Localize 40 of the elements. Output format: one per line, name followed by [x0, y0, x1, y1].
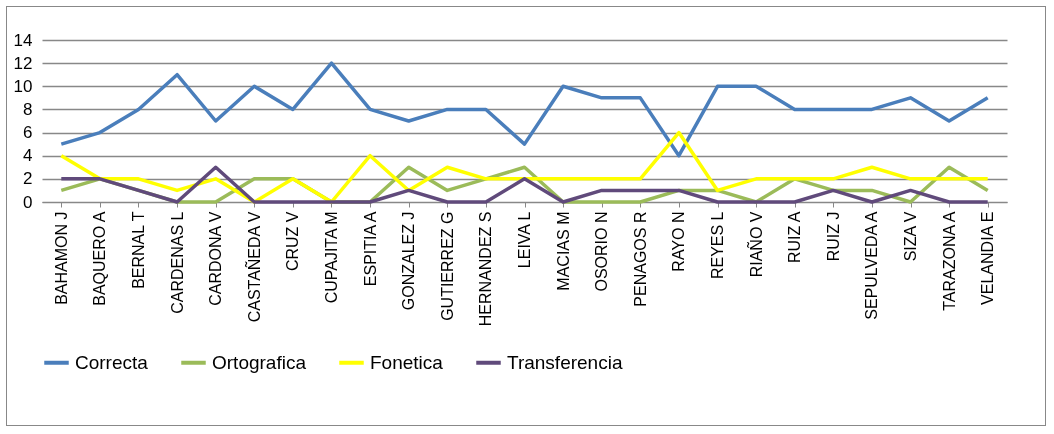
y-tick-label: 4	[23, 146, 33, 166]
line-series	[59, 61, 990, 158]
x-tick-label: CASTAÑEDA V	[243, 211, 263, 323]
x-tick-label: GUTIERREZ G	[438, 211, 456, 321]
y-tick-label: 14	[13, 30, 33, 50]
x-tick-label: RIAÑO V	[745, 211, 765, 278]
x-tick-label: RUIZ J	[824, 211, 842, 262]
x-tick-label: LEIVA L	[516, 211, 533, 269]
y-tick-label: 10	[13, 76, 33, 96]
x-tick-label: ESPITIA A	[361, 211, 379, 287]
x-tick-label: CARDENAS L	[168, 211, 186, 314]
x-tick-label: RUIZ A	[786, 211, 804, 264]
y-tick-label: 0	[23, 192, 33, 212]
legend-label: Correcta	[75, 351, 149, 373]
x-tick-label: CUPAJITA M	[323, 211, 340, 304]
x-tick-label: MACIAS M	[554, 211, 572, 291]
x-tick-label: CRUZ V	[284, 211, 302, 272]
legend-label: Fonetica	[370, 351, 444, 373]
x-tick-label: SEPULVEDA A	[863, 211, 881, 320]
x-tick-label: BERNAL T	[130, 211, 147, 289]
x-tick-label: CARDONA V	[207, 211, 225, 306]
x-tick-label: TARAZONA A	[940, 211, 958, 311]
x-tick-label: BAHAMON J	[52, 211, 70, 305]
x-tick-label: PENAGOS R	[631, 211, 649, 307]
legend-label: Ortografica	[212, 351, 307, 373]
x-tick-label: RAYO N	[670, 211, 688, 272]
x-tick-label: VELANDIA E	[979, 211, 997, 305]
y-tick-label: 6	[23, 123, 33, 143]
x-tick-label: BAQUERO A	[91, 211, 109, 306]
y-tick-label: 12	[13, 53, 33, 73]
x-tick-label: GONZALEZ J	[400, 211, 418, 311]
line-series	[59, 165, 990, 204]
y-tick-label: 8	[23, 99, 33, 119]
legend-label: Transferencia	[507, 351, 623, 373]
x-tick-label: SIZA V	[902, 211, 919, 262]
y-tick-label: 2	[23, 169, 33, 189]
line-series	[59, 130, 990, 204]
x-tick-label: OSORIO N	[593, 211, 611, 292]
x-tick-label: REYES L	[709, 211, 726, 280]
x-tick-label: HERNANDEZ S	[477, 211, 495, 327]
